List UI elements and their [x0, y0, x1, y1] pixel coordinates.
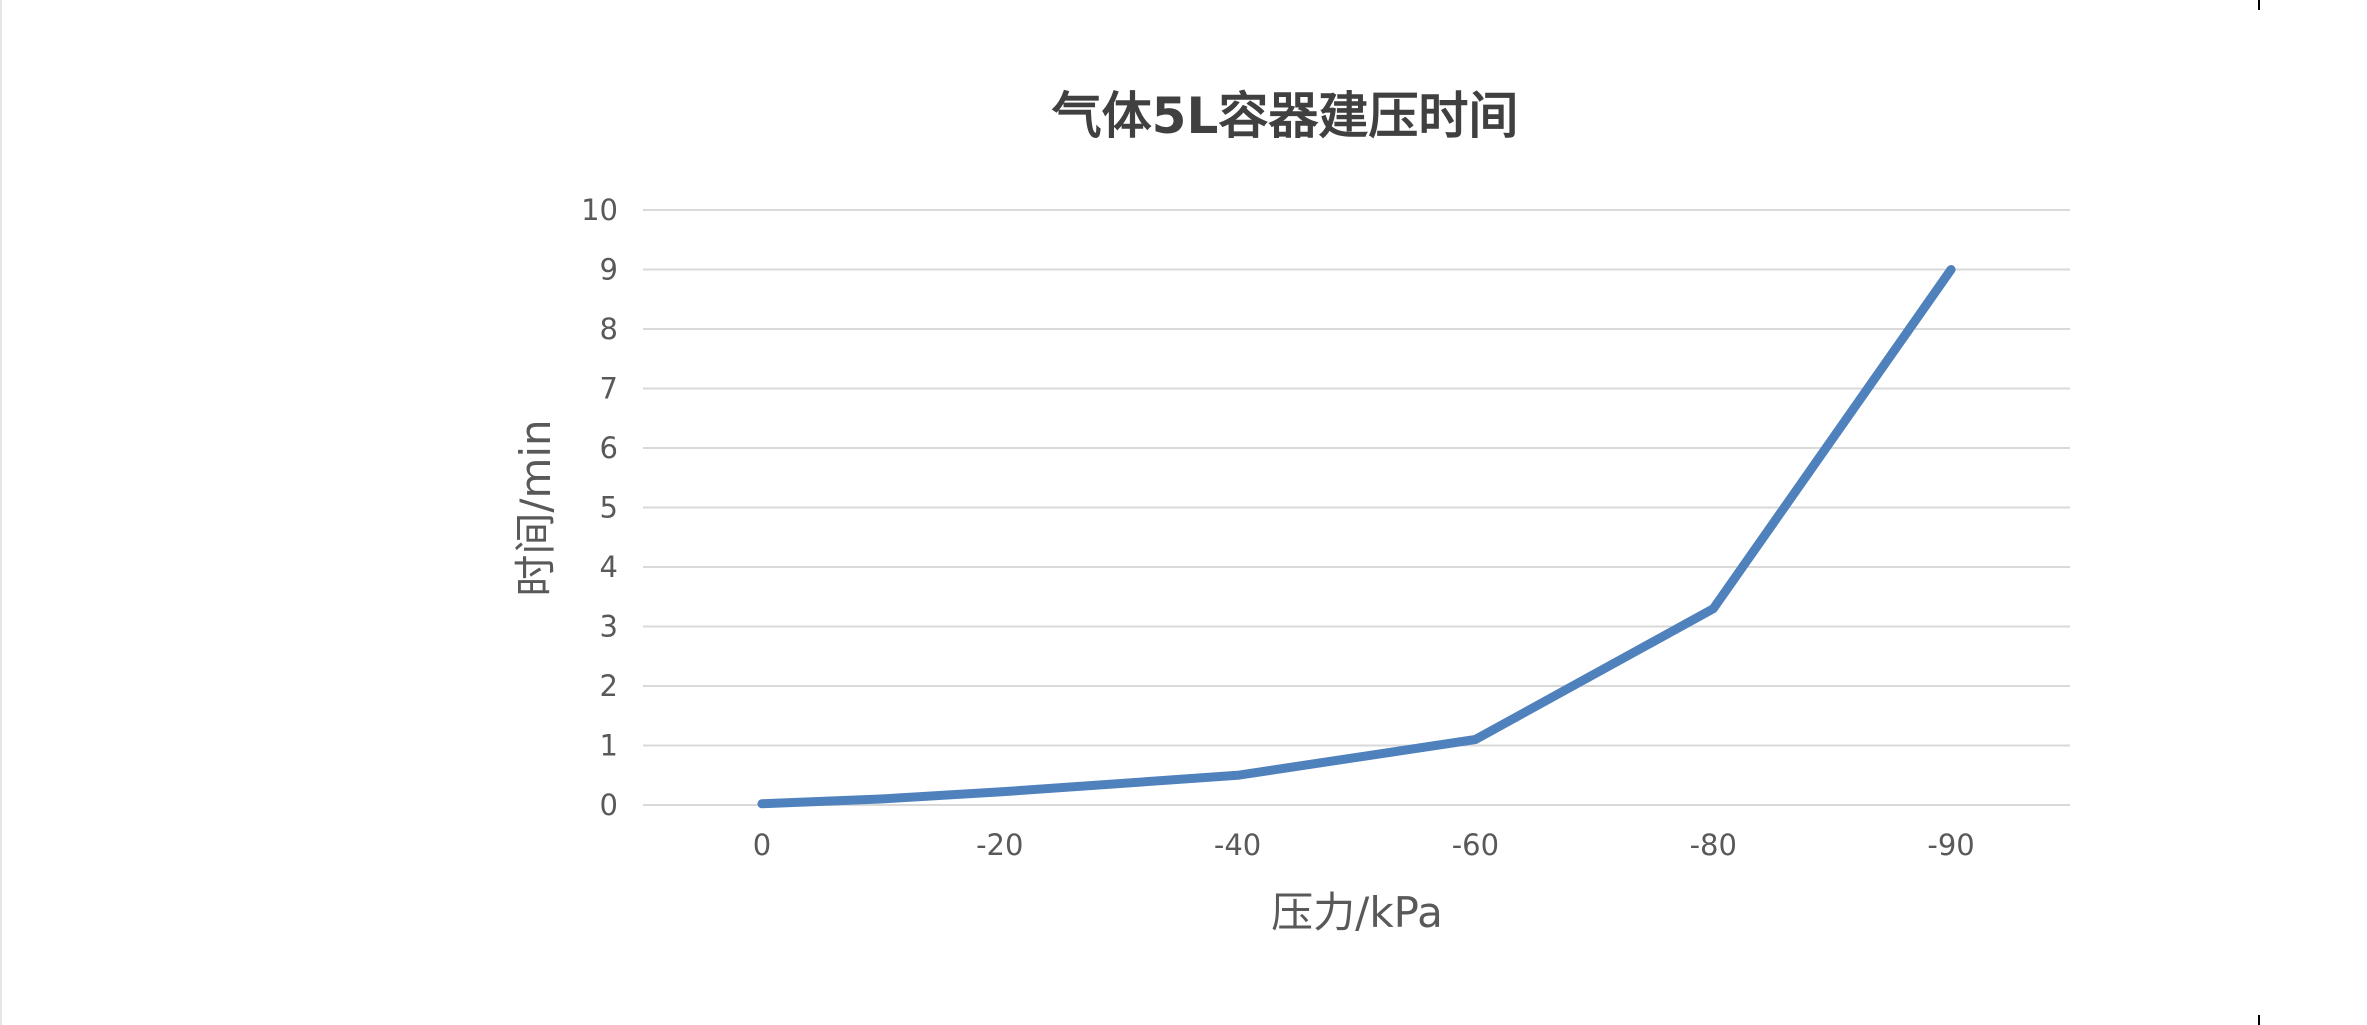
chart-title: 气体5L容器建压时间: [1052, 87, 1519, 145]
y-tick-label: 9: [600, 253, 618, 287]
x-tick-label: 0: [753, 828, 771, 862]
y-tick-label: 6: [600, 431, 618, 465]
series-layer: [757, 265, 1956, 809]
y-axis-label: 时间/min: [511, 419, 560, 596]
y-tick-label: 8: [600, 312, 618, 346]
y-tick-label: 10: [581, 193, 618, 227]
y-tick-label: 3: [600, 610, 618, 644]
y-tick-label: 2: [600, 669, 618, 703]
page-edge: [0, 0, 2, 1025]
x-axis-label: 压力/kPa: [1271, 888, 1443, 937]
x-tick-label: -90: [1927, 828, 1974, 862]
y-tick-label: 0: [600, 788, 618, 822]
crop-mark-bottom-right: [2258, 1015, 2260, 1025]
y-tick-label: 5: [600, 491, 618, 525]
y-tick-label: 4: [600, 550, 618, 584]
y-tick-label: 7: [600, 372, 618, 406]
x-tick-label: -80: [1690, 828, 1737, 862]
x-tick-label: -40: [1214, 828, 1261, 862]
x-axis-ticks: 0 -20 -40 -60 -80 -90: [753, 828, 1975, 862]
series-line: [757, 265, 1956, 809]
y-axis-ticks: 0 1 2 3 4 5 6 7 8 9 10: [581, 193, 618, 822]
chart-panel: 气体5L容器建压时间 0 1 2 3 4 5 6 7 8 9 10 0 -20 -40 -60 -80 -90…: [460, 45, 2290, 1010]
gridlines: [643, 209, 2070, 806]
line-chart: 气体5L容器建压时间 0 1 2 3 4 5 6 7 8 9 10 0 -20 -40 -60 -80 -90…: [511, 87, 2070, 937]
x-tick-label: -60: [1452, 828, 1499, 862]
x-tick-label: -20: [976, 828, 1023, 862]
crop-mark-top-right: [2258, 0, 2260, 10]
y-tick-label: 1: [600, 729, 618, 763]
